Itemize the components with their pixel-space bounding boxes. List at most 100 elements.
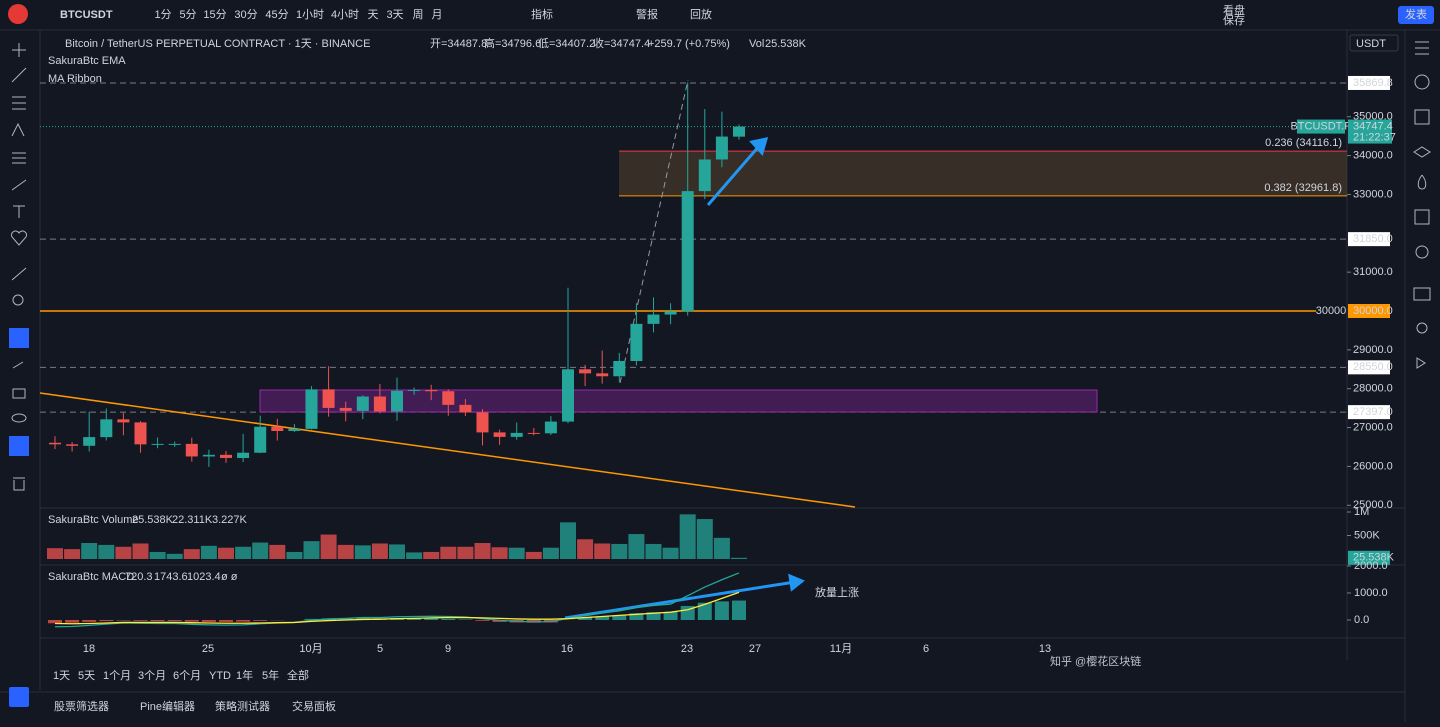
bottom-tab[interactable]: Pine编辑器 [140,699,195,713]
volume-bar [406,552,422,559]
volume-bar [560,522,576,559]
range-button[interactable]: 6个月 [173,669,201,682]
time-label: 6 [923,643,929,655]
volume-bar [218,548,234,559]
volume-bar [372,543,388,559]
interval[interactable]: 1小时 [296,8,324,21]
volume-bar [355,545,371,559]
volume-bar [646,544,662,559]
volume-bar [543,548,559,559]
pane-value: 1023.4 [187,571,221,583]
candle-body [288,429,300,431]
time-label: 23 [681,643,693,655]
tool-button[interactable] [9,687,29,707]
interval[interactable]: 45分 [265,8,288,21]
candle-body [579,369,591,373]
ohlc: 低=34407.2 [538,37,595,50]
interval[interactable]: 15分 [203,8,226,21]
volume-bar [115,547,131,559]
range-button[interactable]: 3个月 [138,669,166,682]
macd-tick-label: 1000.0 [1354,587,1388,599]
interval[interactable]: 30分 [234,8,257,21]
candle-body [374,397,386,412]
volume-bar [81,543,97,559]
range-button[interactable]: 1个月 [103,669,131,682]
interval[interactable]: 天 [368,9,379,21]
vol-value: 25.538K [765,38,807,50]
interval[interactable]: 4小时 [331,8,359,21]
candle-body [699,159,711,191]
candle-body [169,444,181,445]
volume-bar [338,545,354,559]
volume-bar [286,552,302,559]
volume-bar [594,543,610,559]
interval[interactable]: 周 [413,8,424,21]
time-label: 11月 [830,643,852,655]
candle-body [545,422,557,434]
level-label: 31850.0 [1353,233,1393,245]
volume-bar [577,539,593,559]
price-tick-label: 34000.0 [1353,150,1393,162]
candle-body [733,127,745,137]
range-button[interactable]: 全部 [287,668,309,682]
annotation: 放量上涨 [815,585,859,599]
range-button[interactable]: 1年 [236,668,253,682]
interval[interactable]: 3天 [386,9,403,21]
macd-histogram-bar [99,620,113,621]
interval[interactable]: 1分 [154,8,171,21]
volume-bar [269,545,285,559]
pane-value: 1743.6 [154,571,188,583]
volume-bar [526,552,542,559]
candle-body [442,391,454,405]
candle-body [83,437,95,446]
volume-bar [304,541,320,559]
candle-body [323,389,335,408]
candle-body [135,422,147,444]
volume-bar [321,535,337,559]
bottom-tab[interactable]: 策略测试器 [215,699,270,713]
macd-histogram-bar [458,619,472,620]
candle-body [613,361,625,376]
alert-button[interactable]: 警报 [636,7,658,21]
range-button[interactable]: YTD [209,670,231,682]
range-button[interactable]: 5天 [78,670,95,682]
candle-body [665,311,677,314]
macd-histogram-bar [253,620,267,621]
interval[interactable]: 月 [432,9,443,21]
candle-body [425,390,437,391]
candle-body [682,191,694,311]
candle-body [408,390,420,391]
time-label: 5 [377,643,383,655]
candle-body [391,391,403,412]
macd-tick-label: 0.0 [1354,614,1369,626]
last-symbol: BTCUSDT.P [1290,120,1351,132]
volume-bar [697,519,713,559]
avatar[interactable] [8,4,28,24]
macd-histogram-bar [715,601,729,620]
macd-histogram-bar [134,620,148,621]
interval[interactable]: 5分 [179,8,196,21]
bottom-tab[interactable]: 交易面板 [292,699,336,713]
range-button[interactable]: 1天 [53,670,70,682]
ohlc: 开=34487.8 [430,38,487,50]
indicators-button[interactable]: 指标 [531,7,553,21]
volume-bar [663,548,679,559]
candle-body [511,433,523,437]
chart-title: Bitcoin / TetherUS PERPETUAL CONTRACT · … [65,38,370,50]
volume-bar [47,548,63,559]
bottom-tab[interactable]: 股票筛选器 [54,699,109,713]
ohlc: 收=34747.4 [593,36,650,50]
volume-bar [731,558,747,559]
publish-label[interactable]: 发表 [1405,7,1427,21]
candle-body [100,419,112,437]
fib-label: 0.382 (32961.8) [1264,182,1342,194]
macd-histogram-bar [732,601,746,620]
macd-histogram-bar [82,620,96,622]
macd-histogram-bar [151,620,165,621]
replay-button[interactable]: 回放 [690,7,712,21]
time-label: 25 [202,643,214,655]
currency[interactable]: USDT [1356,38,1386,50]
symbol[interactable]: BTCUSDT [60,9,113,21]
volume-bar [133,543,149,559]
range-button[interactable]: 5年 [262,668,279,682]
